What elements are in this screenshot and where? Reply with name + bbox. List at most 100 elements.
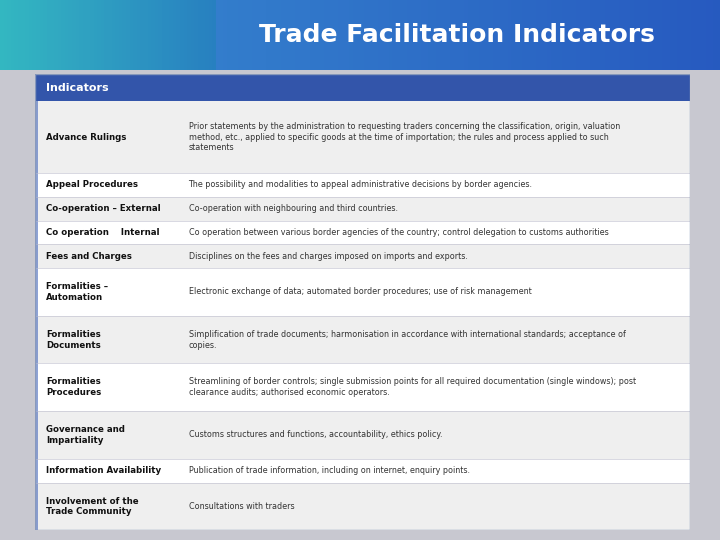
Bar bbox=[61, 0, 65, 70]
Text: Formalities –
Automation: Formalities – Automation bbox=[46, 282, 109, 302]
Bar bbox=[274, 0, 277, 70]
Bar bbox=[223, 0, 227, 70]
Bar bbox=[594, 0, 598, 70]
Bar bbox=[472, 0, 475, 70]
Bar bbox=[22, 0, 25, 70]
Text: Co-operation – External: Co-operation – External bbox=[46, 204, 161, 213]
Bar bbox=[220, 0, 223, 70]
Bar bbox=[68, 0, 72, 70]
Bar bbox=[205, 0, 209, 70]
Bar bbox=[112, 0, 115, 70]
Bar bbox=[140, 0, 144, 70]
Bar bbox=[35, 102, 38, 173]
Bar bbox=[698, 0, 702, 70]
Bar bbox=[238, 0, 241, 70]
Bar bbox=[35, 483, 690, 530]
Bar bbox=[115, 0, 119, 70]
Bar bbox=[461, 0, 464, 70]
Bar bbox=[4, 0, 7, 70]
Bar bbox=[35, 173, 38, 197]
Bar bbox=[35, 197, 38, 220]
Bar bbox=[126, 0, 130, 70]
Bar bbox=[166, 0, 169, 70]
Bar bbox=[35, 74, 690, 102]
Bar bbox=[32, 0, 36, 70]
Bar bbox=[533, 0, 536, 70]
Bar bbox=[86, 0, 90, 70]
Bar bbox=[112, 0, 115, 70]
Bar bbox=[162, 0, 166, 70]
Bar bbox=[212, 0, 216, 70]
Text: Simplification of trade documents; harmonisation in accordance with internationa: Simplification of trade documents; harmo… bbox=[189, 330, 626, 349]
Bar bbox=[313, 0, 317, 70]
Bar bbox=[378, 0, 382, 70]
Bar bbox=[544, 0, 547, 70]
Bar bbox=[583, 0, 587, 70]
Bar bbox=[194, 0, 198, 70]
Bar bbox=[400, 0, 403, 70]
Bar bbox=[58, 0, 61, 70]
Bar bbox=[612, 0, 616, 70]
Bar bbox=[396, 0, 400, 70]
Bar bbox=[713, 0, 716, 70]
Bar bbox=[169, 0, 173, 70]
Bar bbox=[554, 0, 558, 70]
Bar bbox=[504, 0, 508, 70]
Bar bbox=[50, 0, 54, 70]
Bar bbox=[79, 0, 83, 70]
Bar bbox=[587, 0, 590, 70]
Bar bbox=[35, 316, 38, 363]
Bar bbox=[536, 0, 540, 70]
Bar bbox=[382, 0, 385, 70]
Text: Electronic exchange of data; automated border procedures; use of risk management: Electronic exchange of data; automated b… bbox=[189, 287, 531, 296]
Bar bbox=[133, 0, 137, 70]
Bar bbox=[446, 0, 450, 70]
Bar bbox=[526, 0, 529, 70]
Bar bbox=[202, 0, 205, 70]
Bar bbox=[590, 0, 594, 70]
Bar bbox=[0, 0, 4, 70]
Bar bbox=[320, 0, 324, 70]
Bar bbox=[11, 0, 14, 70]
Text: Co operation between various border agencies of the country; control delegation : Co operation between various border agen… bbox=[189, 228, 608, 237]
Bar bbox=[241, 0, 245, 70]
Bar bbox=[266, 0, 270, 70]
Bar bbox=[371, 0, 374, 70]
Bar bbox=[72, 0, 76, 70]
Bar bbox=[551, 0, 554, 70]
Bar bbox=[212, 0, 216, 70]
Bar bbox=[176, 0, 180, 70]
Bar bbox=[299, 0, 302, 70]
Text: Fees and Charges: Fees and Charges bbox=[46, 252, 132, 261]
Bar bbox=[245, 0, 248, 70]
Bar bbox=[40, 0, 43, 70]
Bar bbox=[35, 459, 38, 483]
Bar bbox=[306, 0, 310, 70]
Bar bbox=[133, 0, 137, 70]
Bar bbox=[479, 0, 482, 70]
Bar bbox=[464, 0, 468, 70]
Bar bbox=[119, 0, 122, 70]
Bar bbox=[169, 0, 173, 70]
Text: Involvement of the
Trade Community: Involvement of the Trade Community bbox=[46, 497, 139, 516]
Bar bbox=[414, 0, 418, 70]
Bar bbox=[673, 0, 677, 70]
Text: Advance Rulings: Advance Rulings bbox=[46, 133, 127, 141]
Bar bbox=[410, 0, 414, 70]
Bar bbox=[652, 0, 655, 70]
Bar bbox=[184, 0, 187, 70]
Bar bbox=[76, 0, 79, 70]
Bar bbox=[173, 0, 176, 70]
Bar bbox=[626, 0, 630, 70]
Bar bbox=[389, 0, 392, 70]
Bar bbox=[122, 0, 126, 70]
Bar bbox=[148, 0, 151, 70]
Bar bbox=[295, 0, 299, 70]
Bar bbox=[209, 0, 212, 70]
Bar bbox=[436, 0, 439, 70]
Bar bbox=[35, 459, 690, 483]
Bar bbox=[515, 0, 518, 70]
Bar bbox=[79, 0, 83, 70]
Bar bbox=[54, 0, 58, 70]
Bar bbox=[29, 0, 32, 70]
